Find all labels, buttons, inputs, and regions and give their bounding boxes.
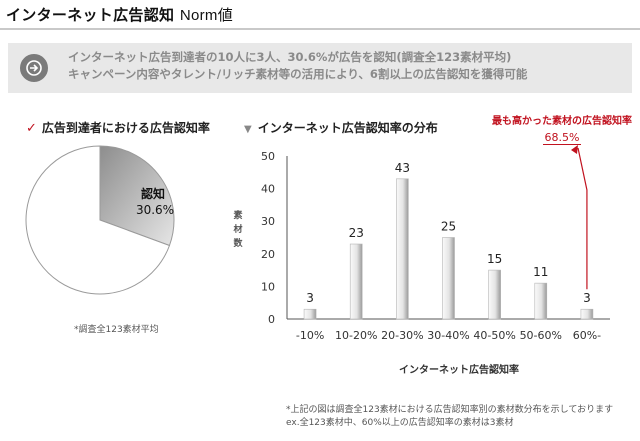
bar — [442, 237, 455, 320]
x-tick-label: 10-20% — [335, 329, 377, 342]
bar-value-label: 25 — [441, 220, 456, 234]
bar-section-heading-text: インターネット広告認知率の分布 — [257, 121, 438, 135]
pie-slice-value: 30.6% — [136, 203, 174, 217]
title-divider — [0, 28, 640, 30]
summary-banner: インターネット広告到達者の10人に3人、30.6%が広告を認知(調査全123素材… — [8, 43, 632, 93]
footnote: *上記の図は調査全123素材における広告認知率別の素材数分布を示しております e… — [286, 404, 613, 430]
banner-line-1: インターネット広告到達者の10人に3人、30.6%が広告を認知(調査全123素材… — [68, 50, 512, 64]
page-title-jp: インターネット広告認知 — [6, 6, 175, 24]
banner-line-2: キャンペーン内容やタレント/リッチ素材等の活用により、6割以上の広告認知を獲得可… — [68, 67, 528, 81]
y-tick-label: 40 — [261, 183, 275, 196]
page-title: インターネット広告認知 Norm値 — [6, 4, 233, 25]
y-tick-label: 50 — [261, 150, 275, 163]
pie-slice-recognized — [99, 145, 175, 247]
pie-section-heading-text: 広告到達者における広告認知率 — [41, 121, 210, 135]
y-axis-label: 素材数 — [232, 209, 243, 249]
x-tick-label: 50-60% — [520, 329, 562, 342]
pie-slice-label: 認知 — [141, 186, 165, 201]
footnote-line-1: *上記の図は調査全123素材における広告認知率別の素材数分布を示しております — [286, 405, 614, 415]
y-tick-label: 30 — [261, 215, 275, 228]
bar-value-label: 3 — [583, 291, 591, 305]
bar — [488, 269, 501, 320]
bar — [349, 243, 363, 320]
bar — [580, 308, 594, 320]
pie-section-heading: ✓ 広告到達者における広告認知率 — [26, 119, 210, 136]
y-tick-label: 20 — [261, 248, 275, 261]
bar — [534, 282, 548, 320]
y-axis-label-char: 数 — [233, 237, 243, 249]
bar-value-label: 11 — [533, 265, 548, 279]
arrow-right-icon — [20, 54, 48, 82]
max-callout-title: 最も高かった素材の広告認知率 — [492, 116, 632, 127]
bar-value-label: 3 — [306, 291, 314, 305]
banner-text: インターネット広告到達者の10人に3人、30.6%が広告を認知(調査全123素材… — [68, 49, 527, 83]
triangle-down-icon: ▼ — [244, 124, 252, 135]
x-axis-label: インターネット広告認知率 — [399, 363, 519, 376]
y-axis-label-char: 材 — [232, 223, 242, 235]
footnote-line-2: ex.全123素材中、60%以上の広告認知率の素材は3素材 — [286, 418, 514, 428]
max-callout-value: 68.5% — [542, 131, 582, 145]
max-callout: 最も高かった素材の広告認知率 68.5% — [492, 112, 632, 145]
pie-chart: 認知 30.6% — [25, 145, 175, 295]
callout-arrow-line — [577, 147, 588, 290]
pie-slice-other — [25, 145, 171, 295]
bar-section-heading: ▼ インターネット広告認知率の分布 — [244, 119, 438, 136]
x-tick-label: 30-40% — [427, 329, 469, 342]
page-title-en: Norm値 — [179, 7, 234, 24]
x-tick-label: -10% — [296, 329, 324, 342]
pie-footnote: *調査全123素材平均 — [74, 325, 159, 335]
check-mark-icon: ✓ — [26, 121, 37, 136]
y-axis-label-char: 素 — [233, 209, 242, 221]
x-tick-label: 40-50% — [473, 329, 515, 342]
bar-value-label: 15 — [487, 252, 502, 266]
bar — [303, 308, 317, 320]
x-tick-label: 20-30% — [381, 329, 423, 342]
x-tick-label: 60%- — [573, 329, 601, 342]
callout-arrow-head — [571, 145, 578, 154]
y-tick-label: 0 — [268, 313, 275, 326]
bar-value-label: 43 — [395, 161, 410, 175]
y-tick-label: 10 — [261, 280, 275, 293]
bar-value-label: 23 — [349, 226, 364, 240]
bar — [396, 178, 409, 320]
